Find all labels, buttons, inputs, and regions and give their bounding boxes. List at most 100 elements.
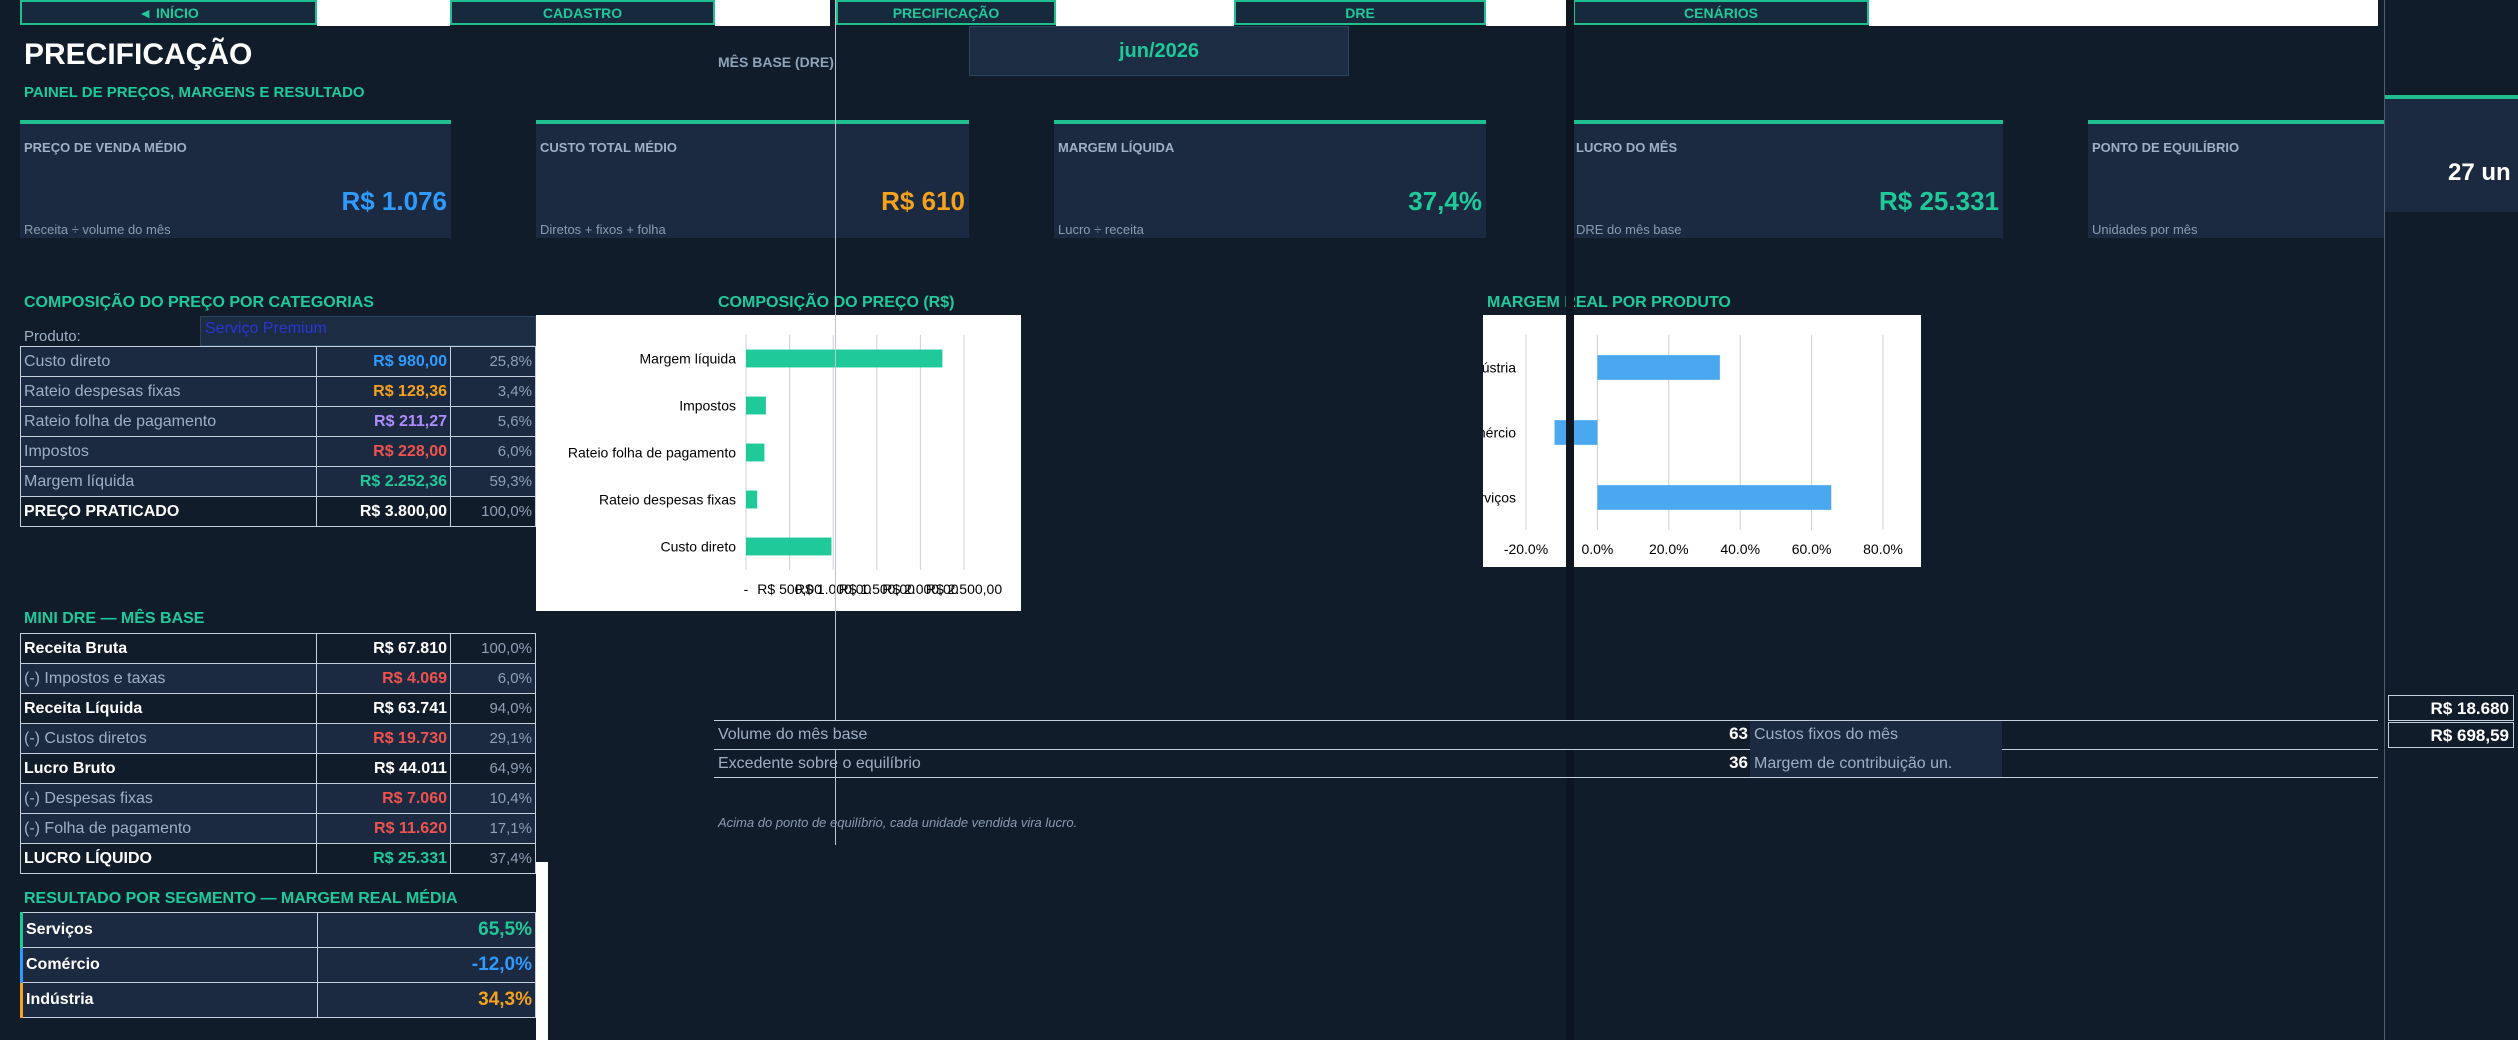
segment-label: Comércio [20, 947, 318, 983]
table-row: LUCRO LÍQUIDO R$ 25.331 37,4% [20, 843, 536, 874]
produto-select[interactable]: Serviço Premium [200, 316, 536, 346]
nav-cenarios-button[interactable]: CENÁRIOS [1573, 0, 1869, 25]
tick-label: 60.0% [1792, 541, 1832, 557]
kpi-value: R$ 610 [881, 186, 965, 216]
bar [746, 349, 943, 368]
table-row: Margem líquida R$ 2.252,36 59,3% [20, 466, 536, 497]
kpi-value: 27 un [2448, 159, 2511, 186]
row-value: R$ 19.730 [316, 723, 451, 754]
nav-precificacao-button[interactable]: PRECIFICAÇÃO [836, 0, 1056, 25]
composicao-chart-svg: - R$ 500,00R$ 1.000,00R$ 1.500,00R$ 2.000… [568, 335, 1002, 597]
row-value: R$ 2.252,36 [316, 466, 451, 497]
margem-real-chart: -20.0% 0.0% 20.0% 40.0% 60.0% 80.0% Indústria C… [1456, 315, 1921, 567]
tick-label: - [744, 581, 749, 597]
kpi-ponto-equilibrio: PONTO DE EQUILÍBRIO Unidades por mês [2088, 120, 2384, 238]
row-pct: 5,6% [450, 406, 536, 437]
row-value: R$ 63.741 [316, 693, 451, 724]
nav-spacer [1486, 0, 1566, 26]
nav-inicio-button[interactable]: ◄ INÍCIO [20, 0, 317, 25]
row-label: Receita Bruta [20, 633, 317, 664]
table-row: Custo direto R$ 980,00 25,8% [20, 346, 536, 377]
nav-dre-button[interactable]: DRE [1234, 0, 1486, 25]
kpi-value: 37,4% [1408, 186, 1482, 216]
kpi-value: R$ 25.331 [1879, 186, 1999, 216]
tick-label: R$ 2.500,00 [926, 581, 1002, 597]
contrib-value: R$ 698,59 [2388, 722, 2514, 748]
row-label: Custo direto [20, 346, 317, 377]
tick-label: 20.0% [1649, 541, 1689, 557]
tick-label: 40.0% [1720, 541, 1760, 557]
tick-label: R$ 500,00 [757, 581, 822, 597]
margem-real-title: MARGEM REAL POR PRODUTO [1487, 294, 1731, 311]
kpi-custo-total: CUSTO TOTAL MÉDIO R$ 610 Diretos + fixos… [536, 120, 969, 238]
row-pct: 29,1% [450, 723, 536, 754]
column-divider [835, 0, 836, 845]
kpi-label: PONTO DE EQUILÍBRIO [2092, 140, 2240, 155]
kpi-lucro-mes: LUCRO DO MÊS R$ 25.331 DRE do mês base [1572, 120, 2003, 238]
row-value: R$ 228,00 [316, 436, 451, 467]
fixos-label: Custos fixos do mês [1754, 726, 1899, 743]
segment-value: -12,0% [317, 947, 536, 983]
row-label: LUCRO LÍQUIDO [20, 843, 317, 874]
row-label: Receita Líquida [20, 693, 317, 724]
row-pct: 10,4% [450, 783, 536, 814]
tick-label: R$ 2.000,00 [882, 581, 958, 597]
equilibrio-note: Acima do ponto de equilíbrio, cada unida… [718, 815, 1078, 830]
tick-label: R$ 1.000,00 [795, 581, 871, 597]
segmentos-title: RESULTADO POR SEGMENTO — MARGEM REAL MÉD… [24, 890, 458, 907]
white-strip [536, 862, 548, 1040]
row-pct: 3,4% [450, 376, 536, 407]
table-row: Impostos R$ 228,00 6,0% [20, 436, 536, 467]
column-divider [2384, 0, 2385, 1040]
segment-value: 65,5% [317, 912, 536, 948]
equilibrio-row-volume [714, 720, 2378, 750]
tick-label: -20.0% [1504, 541, 1548, 557]
excedente-value: 36 [1729, 753, 1748, 772]
row-label: (-) Despesas fixas [20, 783, 317, 814]
bar [1597, 485, 1832, 510]
bar [746, 396, 766, 415]
nav-cadastro-button[interactable]: CADASTRO [450, 0, 715, 25]
segment-row-industria: Indústria 34,3% [20, 982, 536, 1018]
bar [746, 537, 832, 556]
bar [1597, 355, 1720, 380]
volume-value: 63 [1729, 724, 1748, 743]
row-pct: 25,8% [450, 346, 536, 377]
bar [1554, 420, 1598, 445]
table-row: (-) Impostos e taxas R$ 4.069 6,0% [20, 663, 536, 694]
row-value: R$ 3.800,00 [316, 496, 451, 527]
kpi-value: R$ 1.076 [341, 186, 447, 216]
row-value: R$ 980,00 [316, 346, 451, 377]
dark-column [1566, 0, 1574, 1040]
kpi-label: LUCRO DO MÊS [1576, 140, 1678, 155]
row-pct: 94,0% [450, 693, 536, 724]
composicao-rs-title: COMPOSIÇÃO DO PREÇO (R$) [718, 294, 955, 311]
nav-spacer [1869, 0, 2378, 26]
tick-label: R$ 1.500,00 [839, 581, 915, 597]
row-label: Lucro Bruto [20, 753, 317, 784]
kpi-margem-liquida: MARGEM LÍQUIDA 37,4% Lucro ÷ receita [1054, 120, 1486, 238]
category-label: Serviços [1483, 490, 1516, 506]
page-subtitle: PAINEL DE PREÇOS, MARGENS E RESULTADO [24, 84, 365, 101]
fixos-label-cell [1750, 721, 2002, 777]
row-label: (-) Folha de pagamento [20, 813, 317, 844]
mes-base-field[interactable]: jun/2026 [969, 26, 1349, 76]
category-label: Impostos [679, 398, 736, 414]
row-value: R$ 44.011 [316, 753, 451, 784]
mes-base-label: MÊS BASE (DRE) [718, 54, 834, 70]
nav-spacer [1056, 0, 1234, 26]
row-pct: 17,1% [450, 813, 536, 844]
category-label: Rateio despesas fixas [599, 492, 736, 508]
margem-real-chart-svg: -20.0% 0.0% 20.0% 40.0% 60.0% 80.0% Indústria C… [1456, 335, 1903, 557]
row-pct: 37,4% [450, 843, 536, 874]
table-row: Rateio folha de pagamento R$ 211,27 5,6% [20, 406, 536, 437]
row-pct: 6,0% [450, 436, 536, 467]
mini-dre-table: Receita Bruta R$ 67.810 100,0% (-) Imposto… [20, 633, 536, 874]
row-pct: 6,0% [450, 663, 536, 694]
row-label: (-) Impostos e taxas [20, 663, 317, 694]
page-title: PRECIFICAÇÃO [24, 38, 253, 71]
row-label: Rateio despesas fixas [20, 376, 317, 407]
kpi-note: Unidades por mês [2092, 222, 2198, 237]
segment-label: Serviços [20, 912, 318, 948]
tick-label: 0.0% [1581, 541, 1613, 557]
